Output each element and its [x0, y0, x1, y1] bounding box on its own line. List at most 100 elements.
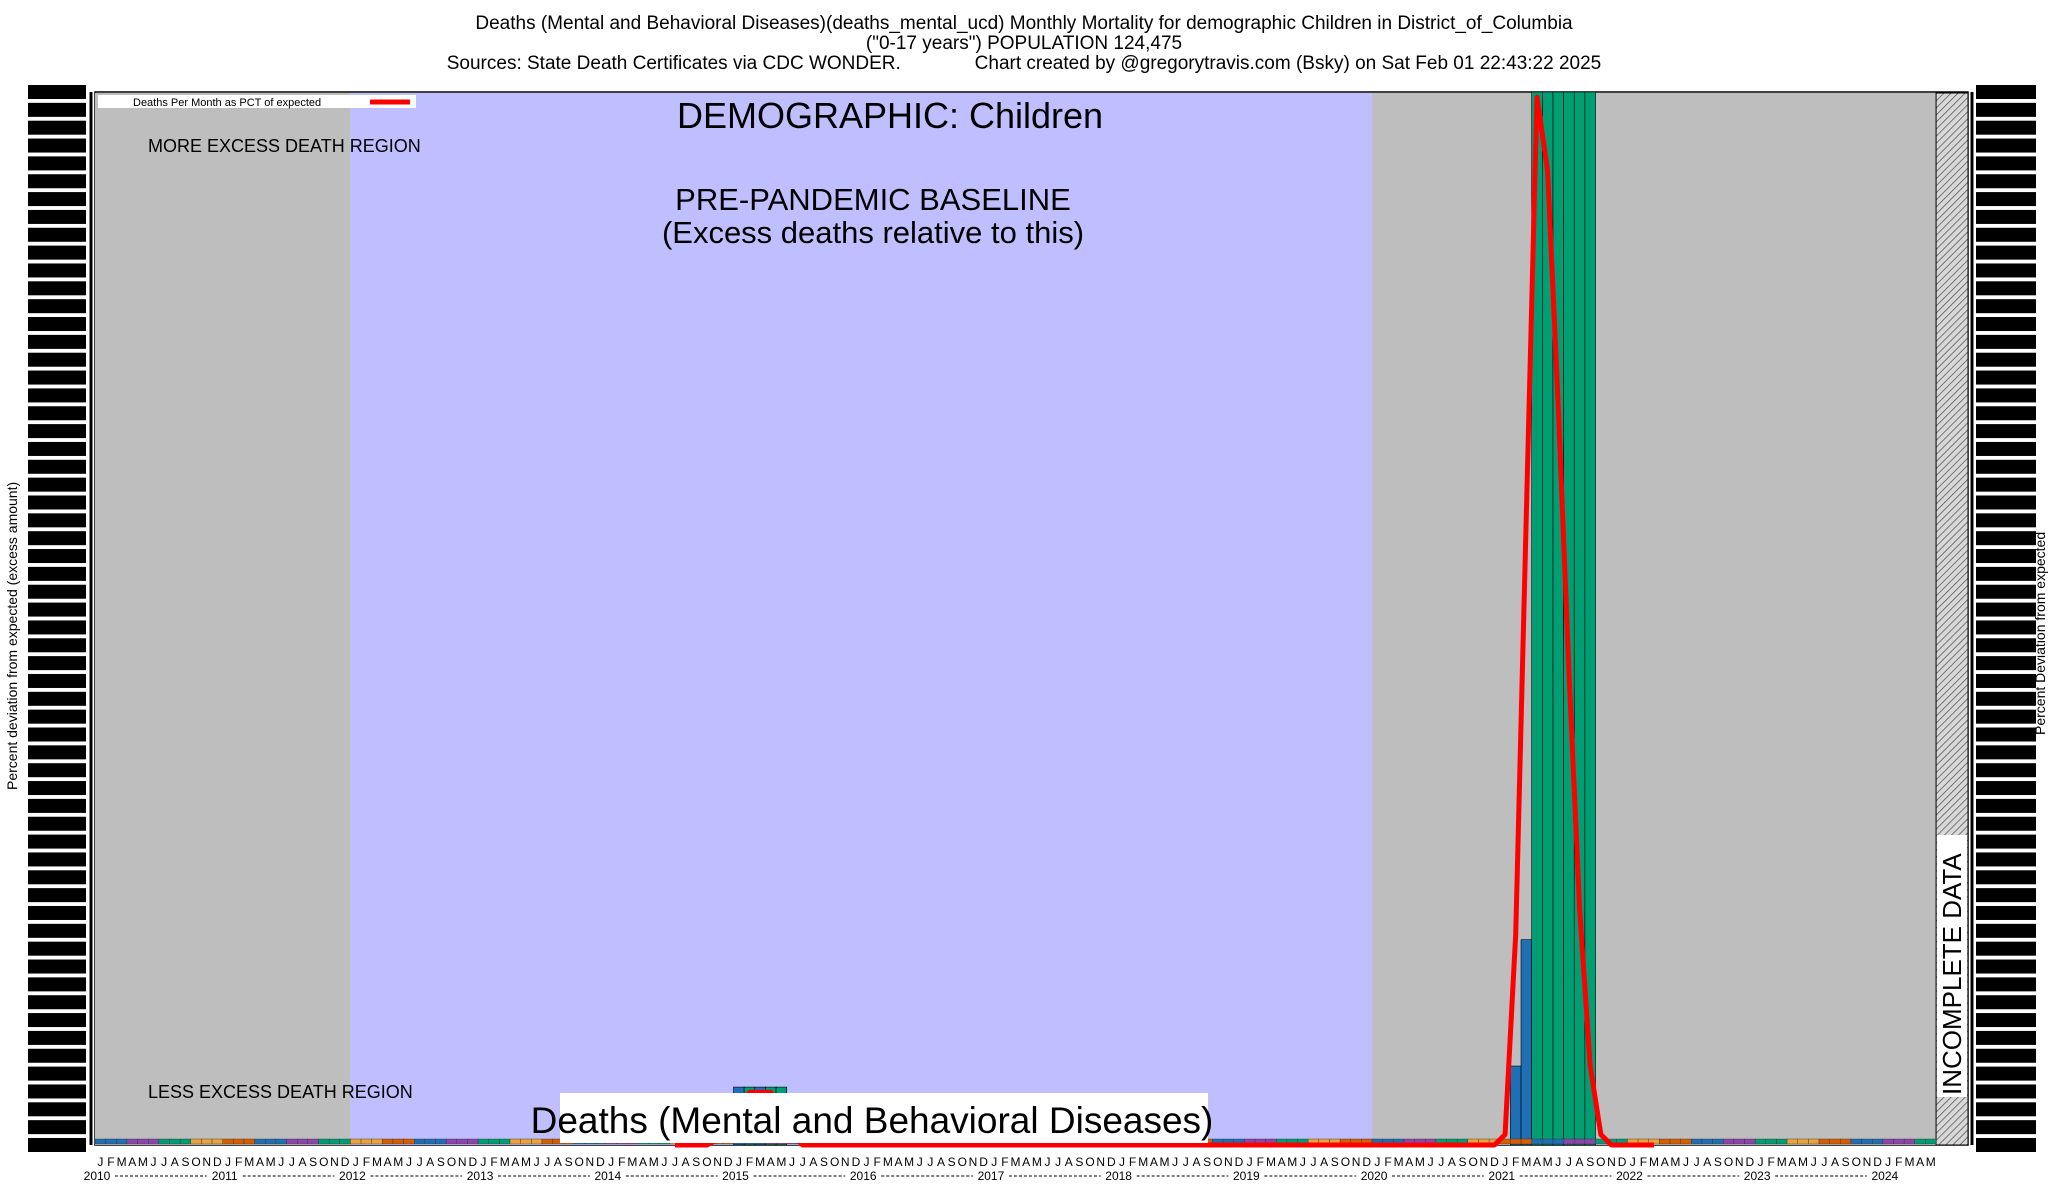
right-axis-tick-label-mass — [1976, 673, 2036, 688]
x-tick-month-label: F — [1895, 1155, 1902, 1169]
x-tick-month-label: M — [1521, 1155, 1531, 1169]
x-tick-month-label: J — [917, 1155, 923, 1169]
x-tick-month-label: A — [171, 1155, 179, 1169]
baseline-strip-bar — [1531, 1138, 1543, 1145]
baseline-strip-bar — [190, 1138, 202, 1145]
left-axis-tick-label-mass — [28, 566, 86, 581]
baseline-strip-bar — [1744, 1138, 1756, 1145]
baseline-strip-bar — [509, 1138, 521, 1145]
x-tick-month-label: D — [1618, 1155, 1627, 1169]
left-axis-tick-label-mass — [28, 245, 86, 260]
left-axis-tick-label-mass — [28, 941, 86, 956]
left-axis-tick-label-mass — [28, 870, 86, 885]
x-tick-year-label: 2012 — [339, 1169, 366, 1183]
x-tick-month-label: J — [1183, 1155, 1189, 1169]
x-tick-month-label: N — [1735, 1155, 1744, 1169]
baseline-strip-bar — [307, 1138, 319, 1145]
baseline-strip-bar — [1914, 1138, 1926, 1145]
baseline-strip-bar — [456, 1138, 468, 1145]
x-tick-month-label: M — [1287, 1155, 1297, 1169]
x-tick-month-label: J — [1683, 1155, 1689, 1169]
x-tick-month-label: J — [789, 1155, 795, 1169]
right-axis-tick-label-mass — [1976, 1120, 2036, 1135]
x-tick-month-label: S — [1842, 1155, 1850, 1169]
baseline-strip-bar — [414, 1138, 426, 1145]
baseline-strip-bar — [1925, 1138, 1937, 1145]
region-gray-2 — [1372, 93, 1937, 1145]
x-tick-month-label: J — [161, 1155, 167, 1169]
baseline-strip-bar — [467, 1138, 479, 1145]
baseline-strip-bar — [339, 1138, 351, 1145]
left-axis-tick-label-mass — [28, 888, 86, 903]
x-tick-month-label: N — [1224, 1155, 1233, 1169]
legend-label: Deaths Per Month as PCT of expected — [133, 97, 321, 109]
x-tick-month-label: S — [1331, 1155, 1339, 1169]
left-axis-tick-label-mass — [28, 209, 86, 224]
x-tick-month-label: D — [724, 1155, 733, 1169]
baseline-strip-bar — [488, 1138, 500, 1145]
left-axis-tick-label-mass — [28, 1030, 86, 1045]
x-tick-month-label: J — [1821, 1155, 1827, 1169]
right-axis-tick-label-mass — [1976, 352, 2036, 367]
x-tick-month-label: M — [755, 1155, 765, 1169]
x-tick-month-label: A — [1320, 1155, 1328, 1169]
x-tick-month-label: J — [225, 1155, 231, 1169]
left-axis-tick-label-mass — [28, 745, 86, 760]
x-tick-month-label: J — [1885, 1155, 1891, 1169]
x-tick-year-label: 2020 — [1361, 1169, 1388, 1183]
x-tick-month-label: F — [874, 1155, 881, 1169]
baseline-strip-bar — [243, 1138, 255, 1145]
baseline-strip-bar — [222, 1138, 234, 1145]
x-tick-month-label: M — [627, 1155, 637, 1169]
more-excess-region-label: MORE EXCESS DEATH REGION — [148, 136, 421, 156]
baseline-strip-bar — [1861, 1138, 1873, 1145]
incomplete-data-label: INCOMPLETE DATA — [1937, 853, 1967, 1095]
baseline-strip-bar — [403, 1138, 415, 1145]
x-tick-month-label: D — [596, 1155, 605, 1169]
x-tick-month-label: S — [692, 1155, 700, 1169]
baseline-strip-bar — [158, 1138, 170, 1145]
x-tick-month-label: S — [1203, 1155, 1211, 1169]
right-axis-tick-label-mass — [1976, 85, 2036, 99]
x-tick-month-label: M — [776, 1155, 786, 1169]
baseline-strip-bar — [1840, 1138, 1852, 1145]
right-axis-tick-label-mass — [1976, 656, 2036, 671]
x-tick-month-label: D — [1107, 1155, 1116, 1169]
x-tick-month-label: J — [1438, 1155, 1444, 1169]
left-axis-tick-label-mass — [28, 227, 86, 242]
right-axis-tick-label-mass — [1976, 227, 2036, 242]
baseline-strip-bar — [233, 1138, 245, 1145]
baseline-strip-bar — [360, 1138, 372, 1145]
x-tick-month-label: F — [1512, 1155, 1519, 1169]
baseline-strip-bar — [371, 1138, 383, 1145]
x-tick-month-label: A — [1278, 1155, 1286, 1169]
chart-header: Deaths (Mental and Behavioral Diseases)(… — [0, 14, 2048, 74]
left-axis-tick-label-mass — [28, 388, 86, 403]
x-tick-month-label: O — [1085, 1155, 1094, 1169]
x-tick-month-label: J — [151, 1155, 157, 1169]
x-tick-year-label: 2019 — [1233, 1169, 1260, 1183]
right-axis-tick-label-mass — [1976, 156, 2036, 171]
x-tick-month-label: J — [864, 1155, 870, 1169]
baseline-strip-bar — [137, 1138, 149, 1145]
left-axis-tick-label-mass — [28, 1102, 86, 1117]
baseline-strip-bar — [1797, 1138, 1809, 1145]
baseline-strip-bar — [286, 1138, 298, 1145]
right-axis-tick-label-mass — [1976, 406, 2036, 421]
left-axis-tick-label-mass — [28, 138, 86, 153]
left-axis-tick-label-mass — [28, 513, 86, 528]
x-tick-month-label: S — [565, 1155, 573, 1169]
baseline-strip-bar — [1882, 1138, 1894, 1145]
baseline-strip-bar — [328, 1138, 340, 1145]
right-axis-tick-label-mass — [1976, 638, 2036, 653]
x-tick-year-label: 2018 — [1105, 1169, 1132, 1183]
baseline-strip-bar — [1701, 1138, 1713, 1145]
x-tick-month-label: M — [372, 1155, 382, 1169]
baseline-strip-bar — [1754, 1138, 1767, 1145]
right-axis-tick-label-mass — [1976, 531, 2036, 546]
right-axis-tick-label-mass — [1976, 852, 2036, 867]
x-tick-month-label: A — [1448, 1155, 1456, 1169]
less-excess-region-label: LESS EXCESS DEATH REGION — [148, 1082, 413, 1102]
x-tick-month-label: M — [1543, 1155, 1553, 1169]
left-axis-tick-label-mass — [28, 281, 86, 296]
